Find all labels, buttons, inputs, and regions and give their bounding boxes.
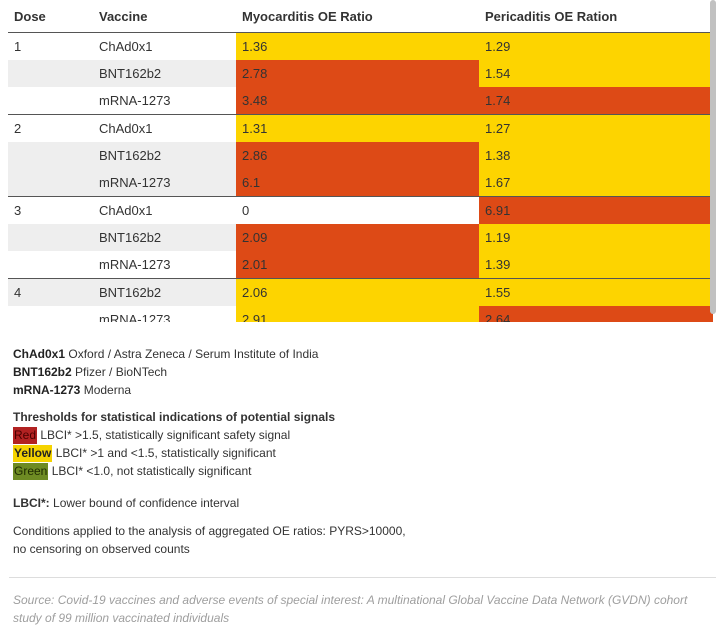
- vaccine-cell: BNT162b2: [93, 278, 236, 306]
- threshold-desc: LBCI* >1 and <1.5, statistically signifi…: [55, 446, 276, 460]
- table-row: BNT162b2 2.09 1.19: [8, 224, 713, 251]
- threshold-desc: LBCI* <1.0, not statistically significan…: [51, 464, 252, 478]
- myocarditis-value-cell: 6.1: [236, 169, 479, 197]
- myocarditis-value-cell: 1.31: [236, 114, 479, 142]
- vaccine-cell: mRNA-1273: [99, 257, 171, 272]
- dose-cell: [8, 251, 93, 279]
- table-body: 1 ChAd0x1 1.36 1.29 BNT162b2 2.78 1.54 mRNA-127…: [8, 32, 713, 322]
- conditions-note: Conditions applied to the analysis of ag…: [13, 522, 406, 558]
- thresholds-legend: Thresholds for statistical indications o…: [13, 408, 335, 480]
- dose-cell: [8, 60, 93, 87]
- myocarditis-value-cell: 2.78: [236, 60, 479, 87]
- oe-ratio-table: Dose Vaccine Myocarditis OE Ratio Perica…: [8, 0, 713, 322]
- dose-cell: [8, 142, 93, 169]
- green-swatch: Green: [13, 463, 49, 480]
- vaccine-cell: ChAd0x1: [99, 39, 153, 54]
- dose-cell: 1: [14, 39, 22, 54]
- threshold-desc: LBCI* >1.5, statistically significant sa…: [40, 428, 291, 442]
- table-row: BNT162b2 2.86 1.38: [8, 142, 713, 169]
- table-header-row: Dose Vaccine Myocarditis OE Ratio Perica…: [8, 0, 713, 33]
- vaccine-note: BNT162b2 Pfizer / BioNTech: [13, 363, 318, 381]
- conditions-line-1: Conditions applied to the analysis of ag…: [13, 524, 406, 538]
- pericarditis-value-cell: 2.64: [479, 306, 713, 322]
- header-dose: Dose: [8, 0, 93, 33]
- vaccine-cell: ChAd0x1: [93, 114, 236, 142]
- red-swatch: Red: [13, 427, 38, 444]
- table-row: 3 ChAd0x1 0 6.91: [8, 196, 713, 224]
- vaccine-cell: mRNA-1273: [99, 93, 171, 108]
- table-row: mRNA-1273 3.48 1.74: [8, 87, 713, 115]
- myocarditis-value-cell: 2.86: [236, 142, 479, 169]
- dose-cell: 2: [8, 114, 93, 142]
- myocarditis-value-cell: 2.06: [236, 278, 479, 306]
- lbci-desc: Lower bound of confidence interval: [53, 496, 240, 510]
- table-row: 1 ChAd0x1 1.36 1.29: [8, 32, 713, 60]
- vaccine-cell: BNT162b2: [93, 60, 236, 87]
- header-myocarditis: Myocarditis OE Ratio: [236, 0, 479, 33]
- lbci-note: LBCI*: Lower bound of confidence interva…: [13, 494, 239, 512]
- dose-cell: [8, 224, 93, 251]
- pericarditis-value-cell: 1.55: [479, 278, 713, 306]
- vaccine-cell: mRNA-1273: [93, 169, 236, 197]
- conditions-line-2: no censoring on observed counts: [13, 542, 190, 556]
- vaccine-cell: BNT162b2: [93, 142, 236, 169]
- dose-cell: [8, 87, 93, 115]
- vertical-scrollbar[interactable]: [710, 0, 716, 314]
- pericarditis-value-cell: 1.67: [479, 169, 713, 197]
- vaccine-code: mRNA-1273: [13, 383, 81, 397]
- table-row: mRNA-1273 2.91 2.64: [8, 306, 713, 322]
- vaccine-desc: Pfizer / BioNTech: [75, 365, 168, 379]
- dose-cell: [8, 169, 93, 197]
- vaccine-note: mRNA-1273 Moderna: [13, 381, 318, 399]
- vaccine-desc: Moderna: [83, 383, 132, 397]
- dose-cell: 4: [8, 278, 93, 306]
- myocarditis-value-cell: 2.09: [236, 224, 479, 251]
- myocarditis-value-cell: 2.01: [236, 251, 479, 279]
- threshold-item-green: Green LBCI* <1.0, not statistically sign…: [13, 462, 335, 480]
- table-row: BNT162b2 2.78 1.54: [8, 60, 713, 87]
- vaccine-cell: mRNA-1273: [99, 312, 171, 322]
- pericarditis-value-cell: 1.54: [479, 60, 713, 87]
- lbci-term: LBCI*:: [13, 496, 50, 510]
- pericarditis-value-cell: 1.74: [479, 87, 713, 115]
- vaccine-note: ChAd0x1 Oxford / Astra Zeneca / Serum In…: [13, 345, 318, 363]
- pericarditis-value-cell: 1.38: [479, 142, 713, 169]
- vaccine-cell: ChAd0x1: [93, 196, 236, 224]
- divider: [9, 577, 716, 578]
- vaccine-code: ChAd0x1: [13, 347, 66, 361]
- myocarditis-value-cell: 3.48: [236, 87, 479, 115]
- dose-cell: 3: [8, 196, 93, 224]
- table-row: mRNA-1273 2.01 1.39: [8, 251, 713, 279]
- header-vaccine: Vaccine: [93, 0, 236, 33]
- pericarditis-value-cell: 1.19: [479, 224, 713, 251]
- table-row: 4 BNT162b2 2.06 1.55: [8, 278, 713, 306]
- pericarditis-value-cell: 1.27: [479, 114, 713, 142]
- vaccine-code: BNT162b2: [13, 365, 72, 379]
- myocarditis-value-cell: 1.36: [236, 32, 479, 60]
- data-table-scroll-area[interactable]: Dose Vaccine Myocarditis OE Ratio Perica…: [8, 0, 713, 322]
- thresholds-title: Thresholds for statistical indications o…: [13, 410, 336, 424]
- vaccine-desc: Oxford / Astra Zeneca / Serum Institute …: [68, 347, 319, 361]
- vaccine-legend: ChAd0x1 Oxford / Astra Zeneca / Serum In…: [13, 345, 318, 399]
- table-row: mRNA-1273 6.1 1.67: [8, 169, 713, 197]
- threshold-item-yellow: Yellow LBCI* >1 and <1.5, statistically …: [13, 444, 335, 462]
- table-row: 2 ChAd0x1 1.31 1.27: [8, 114, 713, 142]
- threshold-item-red: Red LBCI* >1.5, statistically significan…: [13, 426, 335, 444]
- pericarditis-value-cell: 1.29: [479, 32, 713, 60]
- myocarditis-value-cell: 2.91: [236, 306, 479, 322]
- source-note: Source: Covid-19 vaccines and adverse ev…: [13, 593, 688, 625]
- pericarditis-value-cell: 6.91: [479, 196, 713, 224]
- header-pericarditis: Pericaditis OE Ration: [479, 0, 713, 33]
- dose-cell: [8, 306, 93, 322]
- pericarditis-value-cell: 1.39: [479, 251, 713, 279]
- vaccine-cell: BNT162b2: [93, 224, 236, 251]
- myocarditis-value-cell: 0: [236, 196, 479, 224]
- yellow-swatch: Yellow: [13, 445, 53, 462]
